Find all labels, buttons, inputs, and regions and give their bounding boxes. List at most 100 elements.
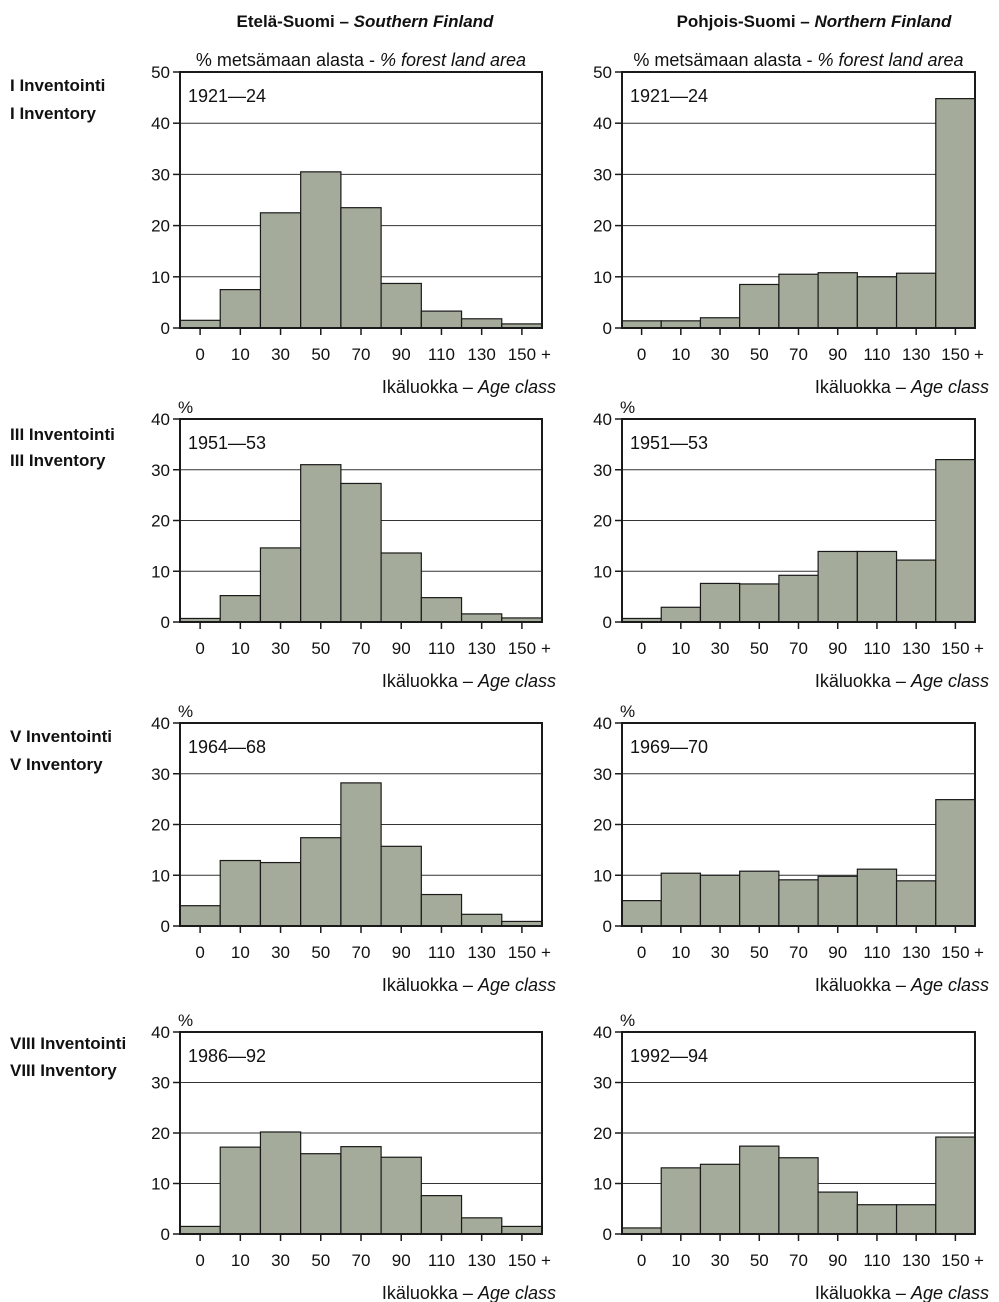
period-label: 1992—94 [630,1046,708,1066]
y-tick-label: 40 [593,410,612,429]
bar [739,283,780,329]
x-tick-label: 150 [508,345,536,364]
x-tick-label: 130 [902,345,930,364]
chart-panel: 0 10 20 30 40 0 10 30 50 70 90 110 130 150 +1951—53% Ik… [151,398,556,691]
chart-panel: 0 10 20 30 40 0 10 30 50 70 90 110 130 150 +1951—53% Ik… [593,398,989,691]
bar [219,859,262,927]
bar [219,289,262,329]
chart-panel: 0 10 20 30 40 0 10 30 50 70 90 110 130 150 +1964—68% Ik… [151,702,556,995]
bar [420,1195,463,1235]
bar [817,272,858,329]
bar [699,1163,741,1235]
y-tick-label: 20 [593,217,612,236]
x-tick-label: 70 [352,345,371,364]
x-axis-label: Ikäluokka – Age class [815,1283,989,1302]
y-tick-label: 10 [151,268,170,287]
y-tick-label: 0 [603,319,612,338]
y-tick-label: 0 [161,613,170,632]
y-tick-label: 30 [151,165,170,184]
row-label-en: I Inventory [10,104,97,123]
bar [660,1167,702,1235]
x-tick-label: 10 [231,943,250,962]
x-tick-label: 70 [789,943,808,962]
x-tick-label: 150 [941,345,969,364]
y-axis-label: % [620,398,635,417]
x-plus-label: + [541,345,551,364]
bar [340,782,382,927]
bar [380,282,422,329]
y-axis-label: % [620,1011,635,1030]
x-tick-label: 150 [941,943,969,962]
bar [739,1145,780,1235]
y-tick-label: 20 [593,1124,612,1143]
y-tick-label: 0 [603,917,612,936]
y-tick-label: 10 [151,562,170,581]
x-axis-label: Ikäluokka – Age class [382,1283,556,1302]
period-label: 1921—24 [188,86,266,106]
x-tick-label: 50 [311,1251,330,1270]
x-axis-label: Ikäluokka – Age class [815,975,989,995]
x-plus-label: + [974,639,984,658]
x-plus-label: + [541,943,551,962]
bar [259,861,302,927]
bar [856,868,898,927]
bar [259,547,302,623]
x-tick-label: 0 [195,1251,204,1270]
x-tick-label: 90 [392,639,411,658]
x-tick-label: 110 [428,639,455,658]
x-axis-label: Ikäluokka – Age class [815,377,989,397]
y-axis-label: % [178,398,193,417]
bar [460,613,503,623]
x-tick-label: 30 [711,1251,730,1270]
x-tick-label: 10 [231,1251,250,1270]
x-tick-label: 110 [863,943,890,962]
bar [739,583,780,623]
bar [817,550,858,623]
x-tick-label: 70 [352,943,371,962]
bar [460,913,503,927]
header-northern: Pohjois-Suomi – Northern Finland [677,12,952,31]
y-tick-label: 20 [593,816,612,835]
bar [660,872,702,927]
period-label: 1921—24 [630,86,708,106]
bar [300,837,342,927]
x-tick-label: 130 [902,1251,930,1270]
x-tick-label: 30 [271,943,290,962]
x-tick-label: 30 [271,639,290,658]
x-tick-label: 150 [508,943,536,962]
y-tick-label: 10 [151,1175,170,1194]
x-tick-label: 0 [637,345,646,364]
y-axis-label: % [178,1011,193,1030]
row-label-en: VIII Inventory [10,1061,117,1080]
x-tick-label: 10 [231,639,250,658]
bar [699,874,741,927]
chart-panel: 0 10 20 30 40 0 10 30 50 70 90 110 130 150 +1986—92% Ik… [151,1011,556,1302]
y-tick-label: 40 [593,1023,612,1042]
x-tick-label: 10 [671,943,690,962]
bar [778,1157,819,1235]
y-axis-label: % metsämaan alasta - % forest land area [196,50,526,70]
bar [660,320,702,329]
bar [179,905,221,927]
x-tick-label: 110 [428,345,455,364]
x-tick-label: 90 [828,345,847,364]
y-tick-label: 0 [161,319,170,338]
y-tick-label: 30 [593,165,612,184]
x-tick-label: 30 [711,345,730,364]
row-labels: I Inventointi I Inventory III Inventointi I… [10,76,126,1080]
x-tick-label: 70 [789,345,808,364]
y-tick-label: 50 [593,63,612,82]
x-axis-label: Ikäluokka – Age class [382,975,556,995]
period-label: 1964—68 [188,737,266,757]
bar [778,273,819,329]
x-tick-label: 30 [711,639,730,658]
bar [460,318,503,329]
bar [340,1146,382,1235]
bar [895,1204,937,1235]
x-tick-label: 0 [637,943,646,962]
period-label: 1969—70 [630,737,708,757]
bar [300,1153,342,1235]
x-plus-label: + [541,639,551,658]
x-tick-label: 30 [271,345,290,364]
